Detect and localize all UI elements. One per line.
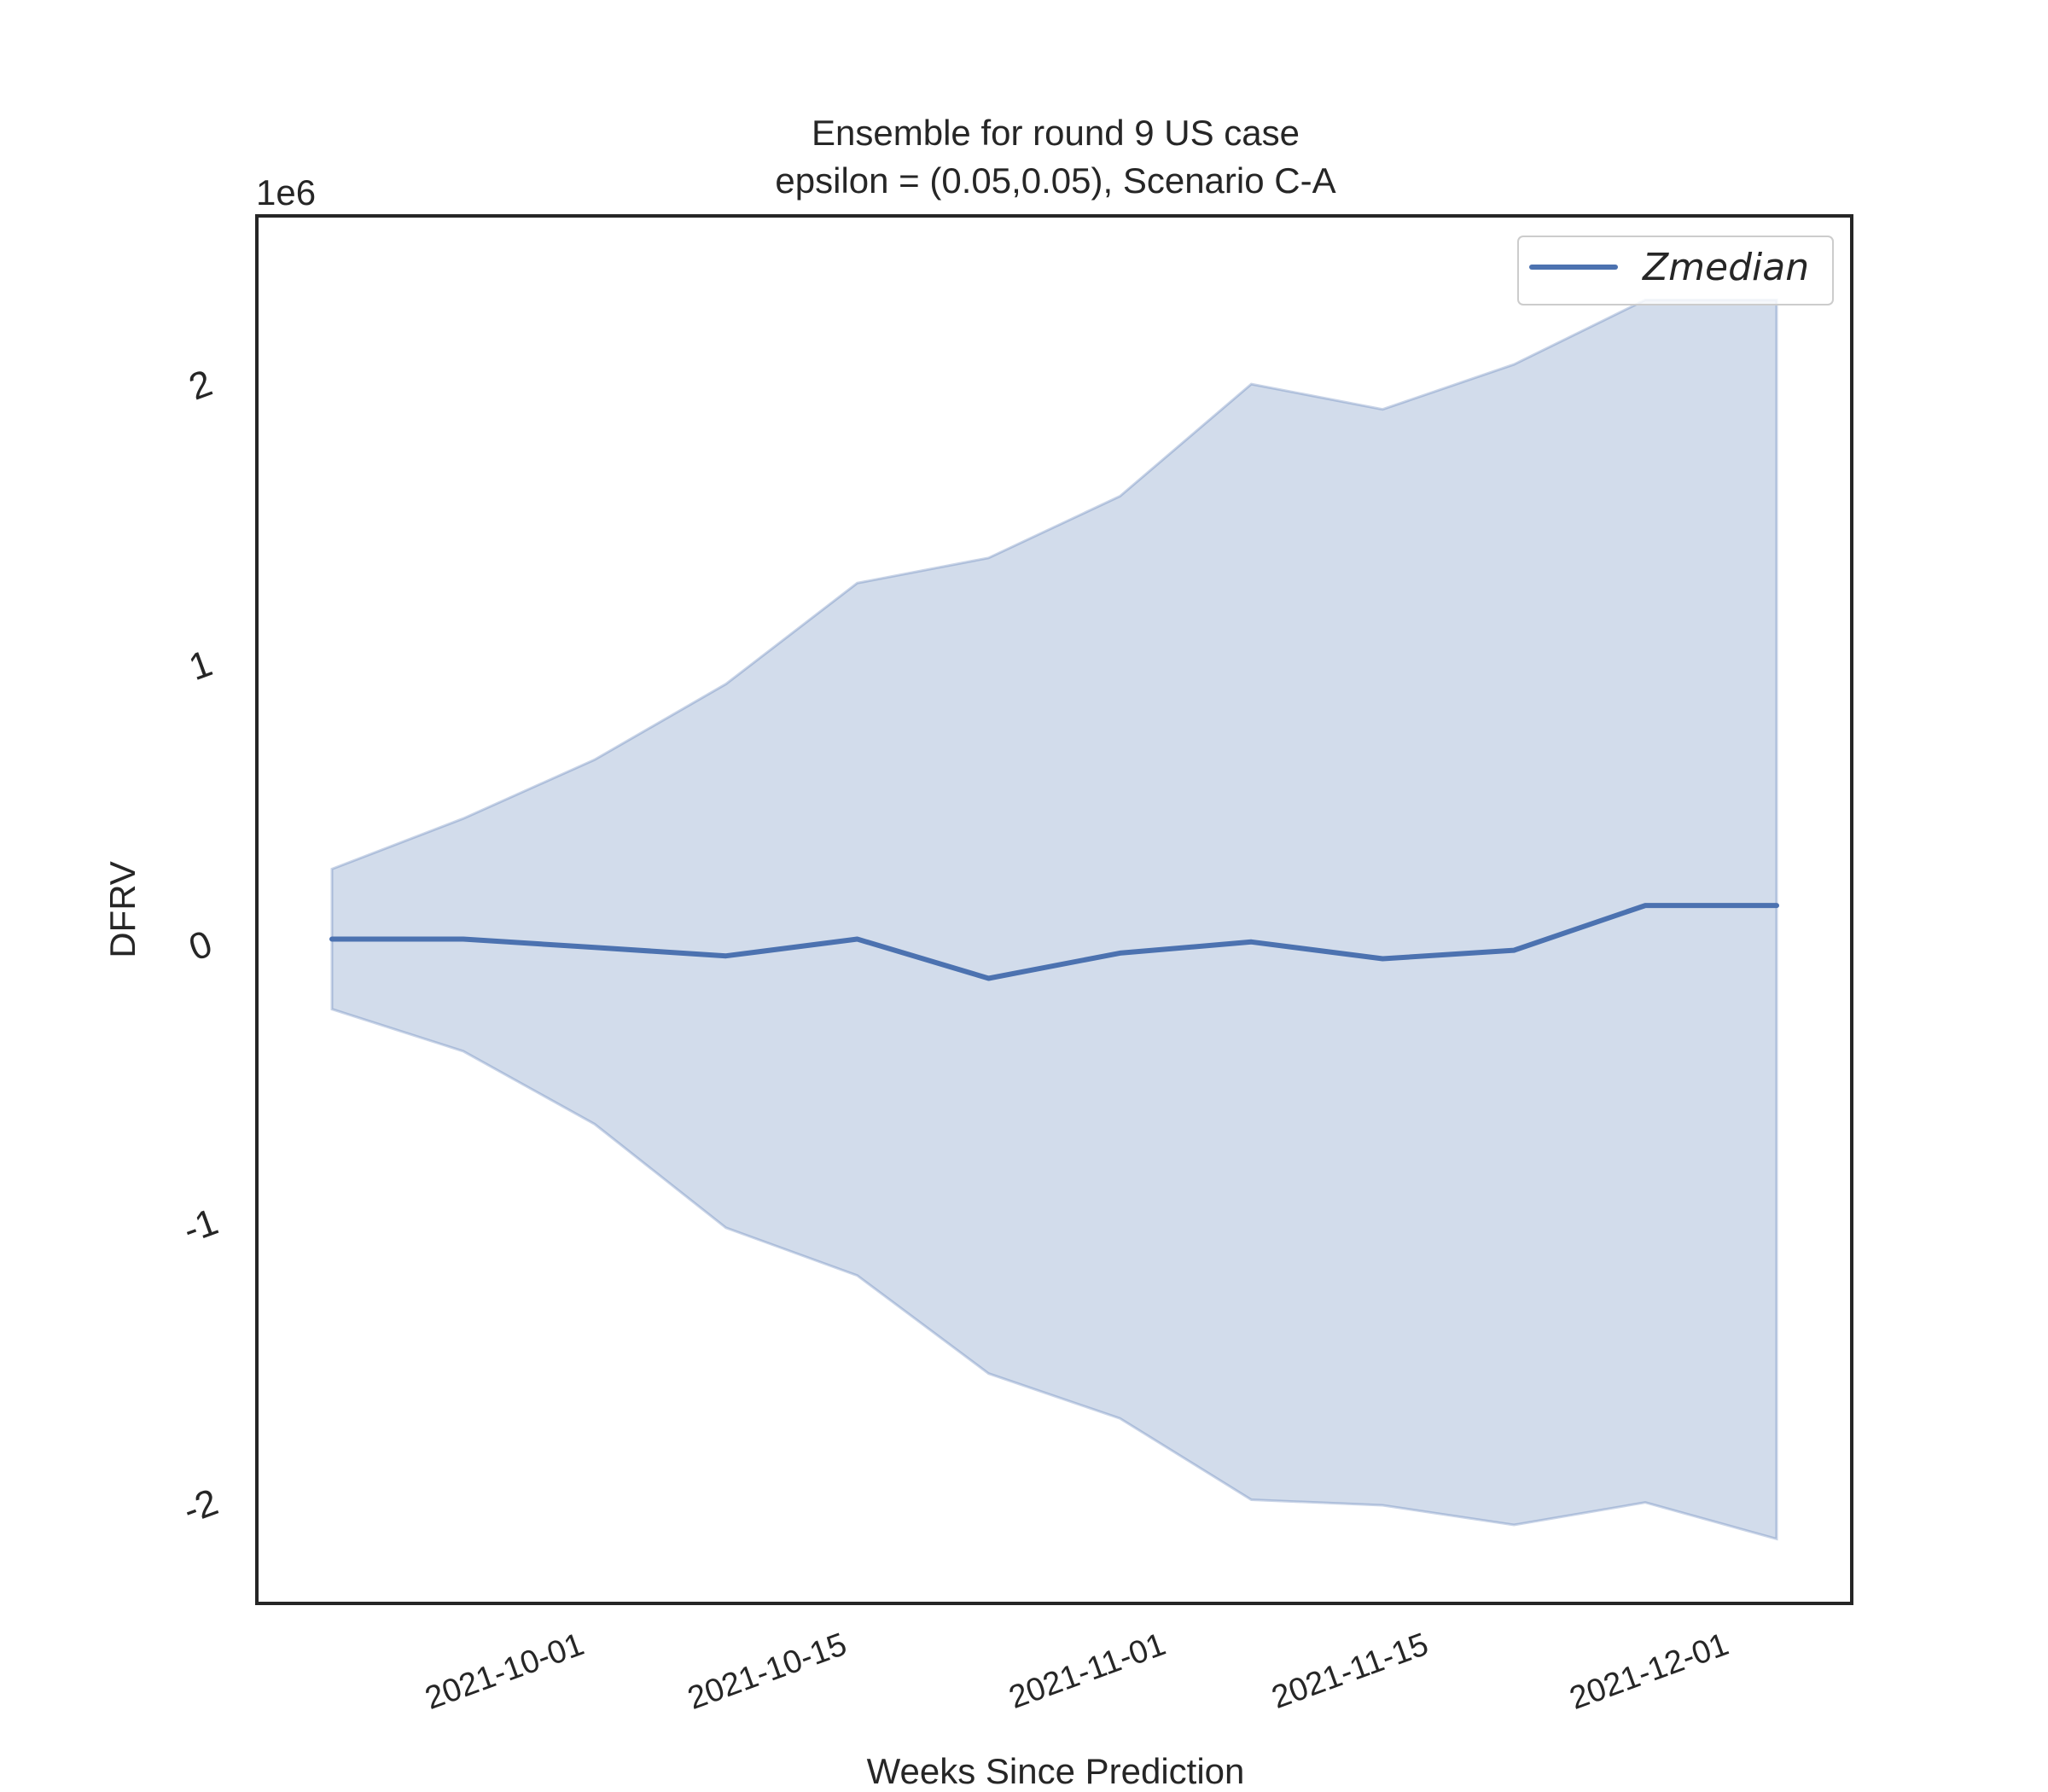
plot-area [329, 299, 1779, 1541]
series-point [1514, 950, 1515, 951]
series-line-zmedian [329, 903, 1779, 981]
y-axis-label: DFRV [102, 861, 143, 958]
chart-subtitle: epsilon = (0.05,0.05), Scenario C-A [775, 160, 1335, 201]
x-axis-label: Weeks Since Prediction [867, 1751, 1245, 1791]
chart-title: Ensemble for round 9 US case [812, 113, 1300, 153]
uncertainty-band [330, 299, 1778, 1541]
series-point [1645, 905, 1646, 906]
legend-entry-zmedian: Zmedian [1642, 246, 1809, 289]
y-offset-label: 1e6 [256, 172, 316, 212]
plot-frame [255, 214, 1853, 1605]
series-point [857, 939, 858, 940]
legend-box [1517, 236, 1834, 305]
series-point [594, 947, 595, 948]
series-point [725, 956, 726, 957]
series-point [332, 939, 333, 940]
legend: Zmedian [1517, 236, 1834, 305]
series-point [988, 978, 989, 979]
series-point [1382, 958, 1383, 959]
series-point [1251, 941, 1252, 942]
